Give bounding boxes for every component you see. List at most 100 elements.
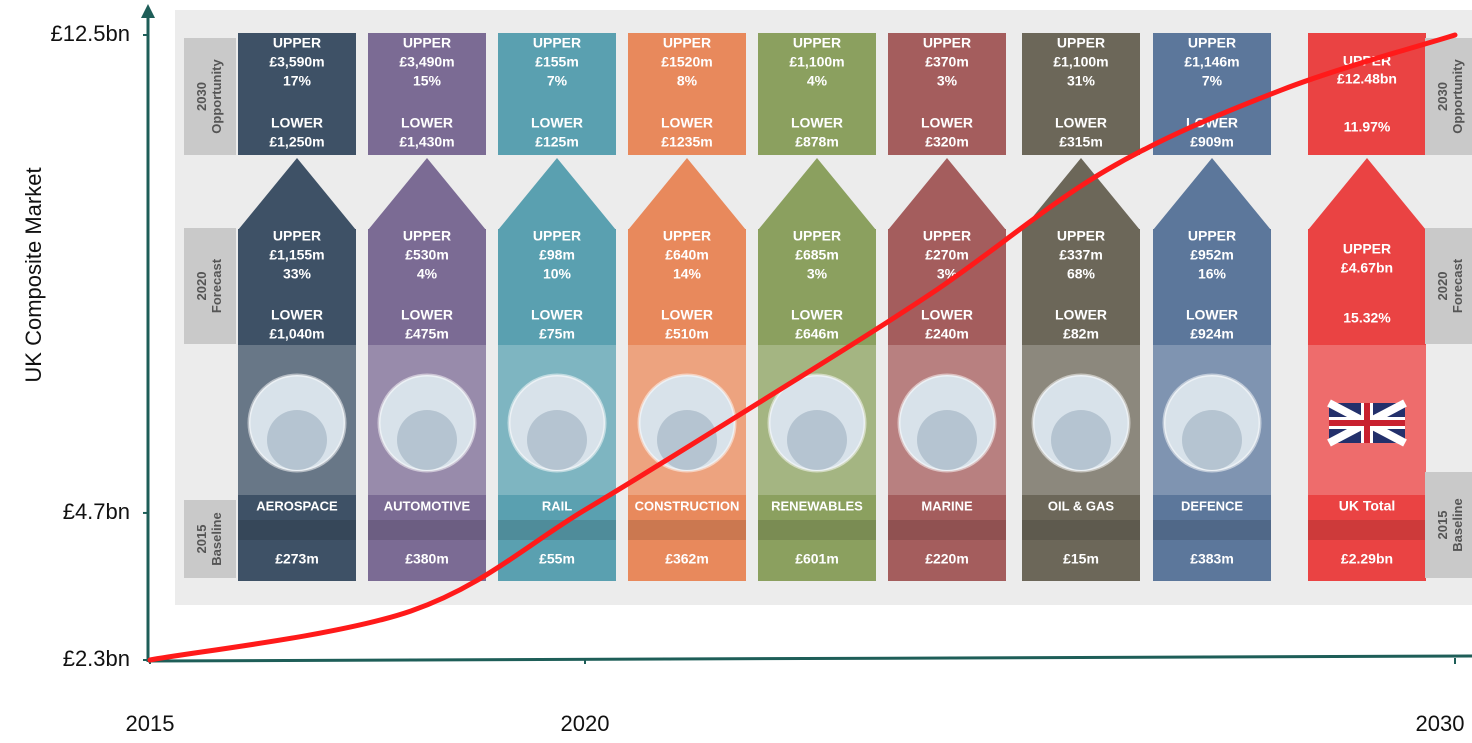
side-label-box: [1425, 228, 1472, 344]
side-label-line: Baseline: [1450, 498, 1465, 551]
opp-lower: £1,250m: [269, 134, 324, 150]
y-tick-label: £4.7bn: [63, 499, 130, 524]
opp-pct: 15%: [413, 73, 442, 89]
baseline-strip: [628, 520, 746, 540]
upper-label: UPPER: [533, 35, 581, 51]
baseline-value: £55m: [539, 551, 575, 567]
opp-pct: 31%: [1067, 73, 1096, 89]
sector-column: UPPER £1520m 8% LOWER £1235m UPPER £640m 14% LOW…: [628, 33, 746, 581]
fc-upper: £1,155m: [269, 247, 324, 263]
side-label-line: 2020: [194, 272, 209, 301]
x-tick-label: 2015: [126, 711, 175, 736]
sector-name: RAIL: [542, 498, 572, 513]
side-label: 2015Baseline: [194, 512, 224, 565]
fc-pct: 10%: [543, 266, 572, 282]
opp-lower: £1,430m: [399, 134, 454, 150]
side-label-line: Forecast: [209, 258, 224, 313]
lower-label: LOWER: [921, 115, 973, 131]
opportunity-box: [758, 33, 876, 155]
lower-label: LOWER: [531, 115, 583, 131]
sector-column: UPPER £1,146m 7% LOWER £909m UPPER £952m 16% LOW…: [1153, 33, 1271, 581]
arrow-head: [1153, 158, 1271, 230]
side-label: 2030Opportunity: [1435, 59, 1465, 134]
lower-label: LOWER: [661, 307, 713, 323]
baseline-strip: [1022, 520, 1140, 540]
opp-lower: £1235m: [661, 134, 712, 150]
arrow-head: [238, 158, 356, 230]
lower-label: LOWER: [791, 115, 843, 131]
sector-name: RENEWABLES: [771, 498, 863, 513]
lower-label: LOWER: [1055, 307, 1107, 323]
uk-flag: [1327, 399, 1407, 447]
lower-label: LOWER: [401, 307, 453, 323]
y-axis-title: UK Composite Market: [21, 167, 46, 382]
side-label: 2020Forecast: [1435, 258, 1465, 313]
opp-pct: 17%: [283, 73, 312, 89]
opp-pct: 4%: [807, 73, 828, 89]
upper-label: UPPER: [1057, 35, 1105, 51]
sector-image-shade: [397, 410, 457, 470]
opp-lower: £315m: [1059, 134, 1103, 150]
fc-pct: 16%: [1198, 266, 1227, 282]
fc-pct: 15.32%: [1343, 310, 1391, 326]
opportunity-box: [498, 33, 616, 155]
fc-lower: £475m: [405, 326, 449, 342]
sector-image-shade: [267, 410, 327, 470]
upper-label: UPPER: [663, 228, 711, 244]
upper-label: UPPER: [533, 228, 581, 244]
fc-lower: £924m: [1190, 326, 1234, 342]
opp-upper: £1520m: [661, 54, 712, 70]
fc-upper: £98m: [539, 247, 575, 263]
opp-upper: £1,100m: [1053, 54, 1108, 70]
opp-pct: 3%: [937, 73, 958, 89]
y-tick-label: £12.5bn: [50, 21, 130, 46]
opp-pct: 8%: [677, 73, 698, 89]
lower-label: LOWER: [661, 115, 713, 131]
upper-label: UPPER: [923, 228, 971, 244]
sector-image-shade: [787, 410, 847, 470]
sector-name: AEROSPACE: [256, 498, 338, 513]
opportunity-box: [368, 33, 486, 155]
arrow-head: [1022, 158, 1140, 230]
sector-name: UK Total: [1339, 498, 1396, 514]
fc-upper: £4.67bn: [1341, 260, 1393, 276]
opportunity-box: [1022, 33, 1140, 155]
x-tick-label: 2030: [1416, 711, 1465, 736]
fc-lower: £646m: [795, 326, 839, 342]
side-label: 2020Forecast: [194, 258, 224, 313]
lower-label: LOWER: [271, 307, 323, 323]
upper-label: UPPER: [793, 228, 841, 244]
arrow-head: [498, 158, 616, 230]
sector-column: UPPER £155m 7% LOWER £125m UPPER £98m 10% LOWER £…: [498, 33, 616, 581]
sector-image-shade: [1182, 410, 1242, 470]
fc-pct: 14%: [673, 266, 702, 282]
fc-upper: £952m: [1190, 247, 1234, 263]
side-label: 2030Opportunity: [194, 59, 224, 134]
sector-name: DEFENCE: [1181, 498, 1243, 513]
baseline-value: £380m: [405, 551, 449, 567]
total-column: UPPER£12.48bn11.97%UPPER£4.67bn15.32%UK …: [1308, 33, 1426, 581]
baseline-value: £220m: [925, 551, 969, 567]
side-label-box: [184, 500, 236, 578]
opp-lower: £878m: [795, 134, 839, 150]
baseline-value: £601m: [795, 551, 839, 567]
upper-label: UPPER: [273, 228, 321, 244]
fc-pct: 68%: [1067, 266, 1096, 282]
side-label-box: [184, 38, 236, 155]
side-label-line: 2015: [194, 525, 209, 554]
baseline-value: £15m: [1063, 551, 1099, 567]
arrow-head: [628, 158, 746, 230]
side-label-line: 2015: [1435, 511, 1450, 540]
opp-upper: £12.48bn: [1337, 71, 1397, 87]
side-label-line: Forecast: [1450, 258, 1465, 313]
opp-upper: £3,490m: [399, 54, 454, 70]
opp-upper: £370m: [925, 54, 969, 70]
side-label-line: 2030: [194, 82, 209, 111]
side-label-line: 2020: [1435, 272, 1450, 301]
upper-label: UPPER: [793, 35, 841, 51]
fc-upper: £640m: [665, 247, 709, 263]
side-label-line: Opportunity: [209, 59, 224, 134]
y-tick-label: £2.3bn: [63, 646, 130, 671]
lower-label: LOWER: [1055, 115, 1107, 131]
